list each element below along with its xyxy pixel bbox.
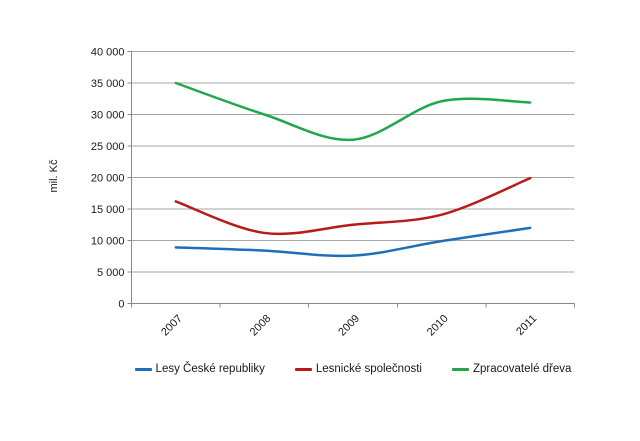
y-tick-label: 20 000: [91, 173, 125, 185]
y-tick-label: 25 000: [91, 141, 125, 153]
series-line-1: [174, 176, 532, 236]
legend: Lesy České republiky Lesnické společnost…: [131, 363, 575, 375]
legend-label: Lesnické společnosti: [315, 363, 422, 375]
x-tick-label: 2010: [425, 313, 451, 339]
y-tick-label: 5 000: [97, 267, 125, 279]
legend-item-lesnicke-spolecnosti: Lesnické společnosti: [294, 363, 422, 375]
legend-line-swatch-blue: [134, 367, 152, 371]
legend-item-lesy-ceske-republiky: Lesy České republiky: [134, 363, 265, 375]
y-tick-label: 15 000: [91, 204, 125, 216]
y-tick-label: 10 000: [91, 236, 125, 248]
y-tick-label: 30 000: [91, 110, 125, 122]
x-tick-label: 2007: [159, 313, 185, 339]
legend-line-swatch-red: [294, 367, 312, 371]
legend-label: Lesy České republiky: [155, 363, 265, 375]
x-tick-label: 2009: [336, 313, 362, 339]
y-tick-label: 35 000: [91, 78, 125, 90]
y-axis-title: mil. Kč: [48, 159, 60, 193]
y-tick-label: 0: [118, 299, 124, 311]
x-tick-label: 2008: [248, 313, 274, 339]
x-tick-label: 2011: [514, 313, 539, 338]
legend-line-swatch-green: [451, 367, 469, 371]
y-tick-label: 40 000: [91, 47, 125, 59]
legend-item-zpracovatele-dreva: Zpracovatelé dřeva: [451, 363, 572, 375]
series-line-2: [174, 81, 532, 142]
legend-label: Zpracovatelé dřeva: [472, 363, 572, 375]
series-line-0: [174, 226, 532, 258]
